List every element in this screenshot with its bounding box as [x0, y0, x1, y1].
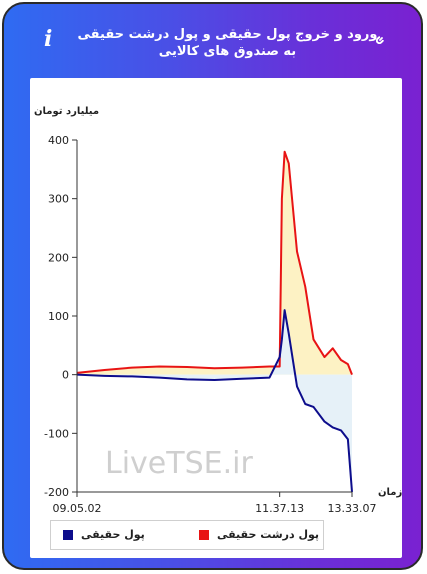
y-tick-label: 0 — [62, 369, 69, 382]
y-tick-label: -200 — [44, 486, 69, 499]
chart-card: i ورود و خروج پول حقیقی و پول درشت حقیقی… — [2, 2, 423, 570]
chart-title: ورود و خروج پول حقیقی و پول درشت حقیقی ب… — [77, 27, 378, 59]
watermark: LiveTSE.ir — [105, 446, 253, 481]
y-tick-label: -100 — [44, 427, 69, 440]
y-tick-label: 400 — [48, 134, 69, 147]
chart-panel: میلیارد تومان 400 300 200 100 0 -100 -200 09.0… — [30, 78, 402, 558]
x-tick-label: 09.05.02 — [53, 502, 102, 515]
y-tick-label: 200 — [48, 251, 69, 264]
legend-swatch-big-money — [199, 530, 209, 540]
link-icon[interactable] — [373, 31, 389, 47]
series-line — [76, 150, 353, 376]
x-tick-label: 13.33.07 — [328, 502, 377, 515]
info-icon[interactable]: i — [44, 26, 53, 52]
series-line — [76, 309, 353, 493]
chart-svg: میلیارد تومان 400 300 200 100 0 -100 -200 09.0… — [34, 106, 402, 515]
series-area — [77, 310, 352, 492]
y-tick-label: 300 — [48, 193, 69, 206]
y-axis-label: میلیارد تومان — [34, 106, 99, 117]
legend: پول حقیقی پول درشت حقیقی — [50, 520, 324, 550]
y-tick-label: 100 — [48, 310, 69, 323]
x-axis-label: زمان — [378, 487, 402, 498]
legend-label-big-money: پول درشت حقیقی — [217, 528, 320, 541]
legend-label-real-money: پول حقیقی — [81, 528, 145, 541]
chart-header: i ورود و خروج پول حقیقی و پول درشت حقیقی… — [4, 4, 421, 76]
series-area — [77, 151, 352, 375]
legend-swatch-real-money — [63, 530, 73, 540]
x-tick-label: 11.37.13 — [255, 502, 304, 515]
